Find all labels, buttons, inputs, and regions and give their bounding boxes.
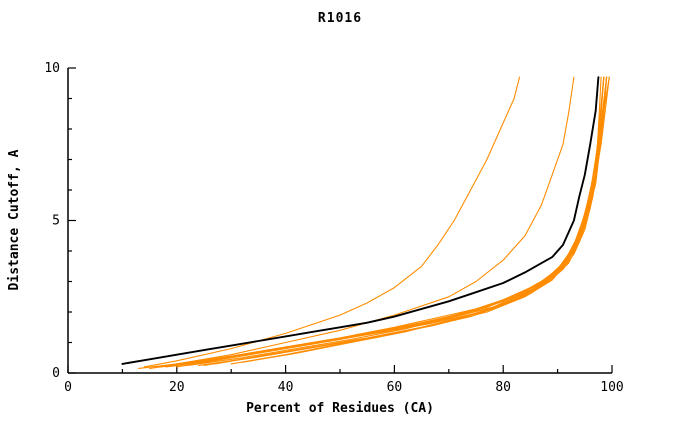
- series-line-model-10: [154, 76, 608, 368]
- series-line-model-outlier-mid: [176, 76, 575, 365]
- series-line-reference: [121, 76, 600, 365]
- series-line-model-12: [198, 76, 608, 366]
- y-axis-label: Distance Cutoff, A: [7, 149, 22, 290]
- y-tick-label: 0: [52, 366, 60, 381]
- series-line-model-outlier-early: [143, 76, 521, 368]
- chart-title: R1016: [318, 11, 362, 26]
- y-tick-label: 10: [44, 61, 60, 76]
- series-line-model-08: [230, 76, 610, 365]
- tick-marks: [67, 67, 613, 374]
- series-line-model-05: [187, 76, 608, 366]
- x-tick-label: 0: [64, 380, 72, 395]
- x-tick-label: 60: [387, 380, 403, 395]
- series-line-model-07: [214, 76, 608, 365]
- tick-labels: 0 20 40 60 80 100 0 5 10: [44, 61, 623, 395]
- x-tick-label: 20: [169, 380, 185, 395]
- series-line-model-04: [176, 76, 605, 368]
- series-line-model-09: [241, 76, 610, 363]
- y-tick-label: 5: [52, 214, 60, 229]
- x-tick-label: 80: [495, 380, 511, 395]
- x-axis-label: Percent of Residues (CA): [246, 401, 434, 416]
- series-line-model-03: [159, 76, 605, 368]
- series-line-model-02: [149, 76, 605, 369]
- x-tick-label: 100: [600, 380, 623, 395]
- x-tick-label: 40: [278, 380, 294, 395]
- series-lines: [121, 76, 610, 369]
- series-line-model-11: [165, 76, 605, 368]
- series-line-model-06: [203, 76, 608, 366]
- series-line-model-13: [170, 76, 608, 367]
